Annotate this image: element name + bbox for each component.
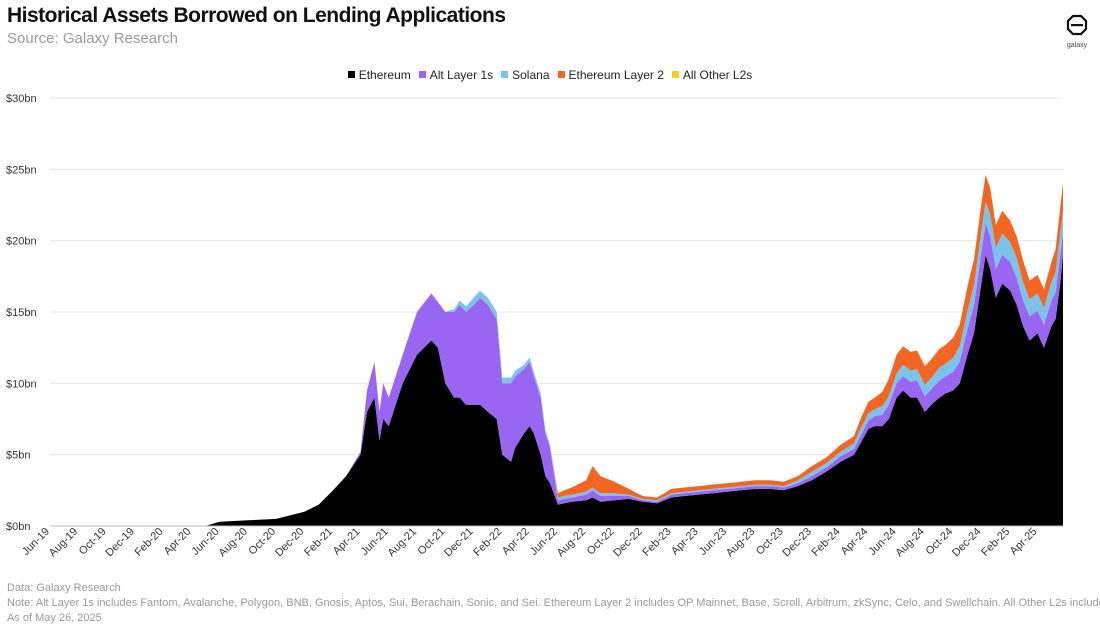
- x-tick-label: Feb-24: [810, 526, 843, 559]
- legend-swatch: [501, 71, 509, 78]
- x-tick-label: Jun-22: [528, 526, 560, 558]
- legend-label: Ethereum Layer 2: [568, 68, 664, 82]
- page-subtitle: Source: Galaxy Research: [7, 30, 178, 47]
- x-tick-label: Feb-21: [302, 526, 335, 559]
- x-tick-label: Aug-21: [386, 526, 420, 560]
- data-source-note: Data: Galaxy Research: [7, 582, 121, 594]
- x-tick-label: Oct-24: [923, 526, 955, 558]
- x-tick-label: Dec-24: [950, 526, 984, 560]
- x-tick-label: Oct-20: [246, 526, 278, 558]
- legend-item-ethereum: Ethereum: [347, 68, 411, 82]
- x-tick-label: Dec-19: [103, 526, 137, 560]
- x-tick-label: Dec-22: [611, 526, 645, 560]
- legend-swatch: [347, 71, 355, 78]
- stacked-area-chart: $0bn$5bn$10bn$15bn$20bn$25bn$30bnJun-19A…: [6, 93, 1063, 560]
- x-tick-label: Oct-19: [77, 526, 109, 558]
- legend-label: Alt Layer 1s: [429, 68, 494, 82]
- legend-label: All Other L2s: [682, 68, 753, 82]
- legend-label: Ethereum: [358, 68, 411, 82]
- x-tick-label: Jun-24: [866, 526, 898, 558]
- y-tick-label: $10bn: [6, 378, 37, 390]
- legend-swatch: [557, 71, 565, 78]
- y-tick-label: $5bn: [6, 450, 30, 462]
- x-tick-label: Dec-23: [780, 526, 814, 560]
- galaxy-logo-icon: [1066, 14, 1088, 36]
- x-tick-label: Apr-24: [839, 526, 871, 558]
- x-tick-label: Oct-22: [585, 526, 617, 558]
- x-tick-label: Aug-23: [724, 526, 758, 560]
- page-title: Historical Assets Borrowed on Lending Ap…: [7, 4, 506, 27]
- legend-swatch: [418, 71, 426, 78]
- chart-legend: Ethereum Alt Layer 1s Solana Ethereum Layer…: [0, 68, 1100, 82]
- as-of-date: As of May 26, 2025: [7, 612, 102, 624]
- legend-swatch: [671, 71, 679, 78]
- legend-item-all-other-l2s: All Other L2s: [671, 68, 753, 82]
- legend-item-alt-layer-1s: Alt Layer 1s: [418, 68, 494, 82]
- legend-item-ethereum-layer-2: Ethereum Layer 2: [557, 68, 664, 82]
- x-tick-label: Apr-25: [1008, 526, 1040, 558]
- x-tick-label: Dec-20: [273, 526, 307, 560]
- x-tick-label: Jun-21: [359, 526, 391, 558]
- legend-label: Solana: [512, 68, 550, 82]
- galaxy-logo: galaxy: [1063, 14, 1091, 49]
- x-tick-label: Feb-25: [979, 526, 1012, 559]
- y-tick-label: $25bn: [6, 164, 37, 176]
- area-ethereum: [50, 254, 1063, 526]
- y-tick-label: $15bn: [6, 307, 37, 319]
- x-tick-label: Aug-22: [555, 526, 589, 560]
- x-tick-label: Aug-19: [47, 526, 81, 560]
- x-tick-label: Aug-24: [893, 526, 927, 560]
- x-tick-label: Oct-23: [754, 526, 786, 558]
- y-tick-label: $20bn: [6, 236, 37, 248]
- footnote: Note: Alt Layer 1s includes Fantom, Aval…: [7, 597, 1100, 609]
- legend-item-solana: Solana: [501, 68, 550, 82]
- x-tick-label: Aug-20: [216, 526, 250, 560]
- x-tick-label: Apr-23: [669, 526, 701, 558]
- y-tick-label: $30bn: [6, 93, 37, 105]
- logo-label: galaxy: [1066, 42, 1088, 49]
- x-tick-label: Feb-22: [471, 526, 504, 559]
- x-tick-label: Apr-21: [331, 526, 363, 558]
- x-tick-label: Jun-23: [697, 526, 729, 558]
- x-tick-label: Apr-22: [500, 526, 532, 558]
- x-tick-label: Dec-21: [442, 526, 476, 560]
- x-tick-label: Feb-20: [133, 526, 166, 559]
- x-tick-label: Jun-20: [189, 526, 221, 558]
- x-tick-label: Oct-21: [416, 526, 448, 558]
- x-tick-label: Feb-23: [640, 526, 673, 559]
- y-tick-label: $0bn: [6, 521, 30, 533]
- x-tick-label: Apr-20: [162, 526, 194, 558]
